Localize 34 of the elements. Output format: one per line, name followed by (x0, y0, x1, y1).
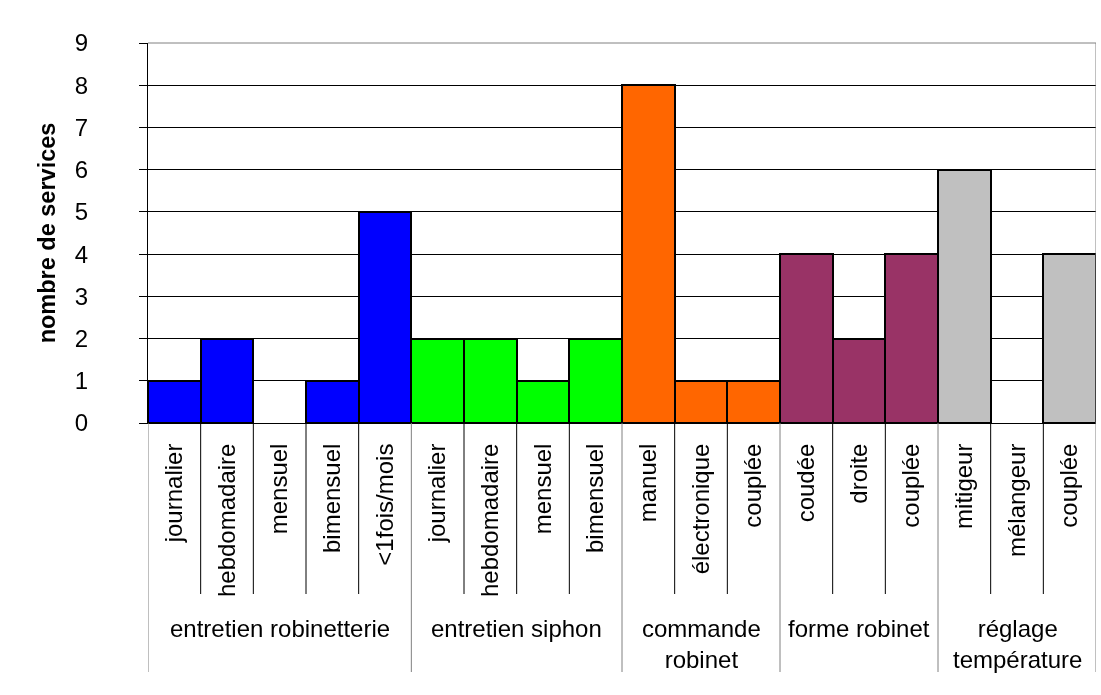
text: forme robinet (788, 615, 930, 642)
x-tick-label: hebdomadaire (212, 443, 240, 598)
x-tick-label: mensuel (528, 443, 556, 535)
x-tick-label: journalier (423, 443, 451, 544)
y-tick-label: 2 (74, 324, 89, 352)
x-tick-label: couplée (897, 443, 925, 528)
y-tick-label: 9 (74, 29, 89, 57)
x-tick-label: <1fois/mois (370, 443, 398, 566)
y-tick-label: 1 (74, 367, 89, 395)
y-tick-label: 7 (74, 113, 89, 141)
y-tick-label: 8 (74, 71, 89, 99)
x-tick-label: bimensuel (318, 443, 346, 554)
x-tick-label: électronique (686, 443, 714, 575)
y-tick-label: 3 (74, 282, 89, 310)
x-tick-label: journalier (160, 443, 188, 544)
y-tick-label: 5 (74, 198, 89, 226)
text: entretien siphon (431, 615, 602, 642)
y-tick-label: 6 (74, 156, 89, 184)
text: entretien robinetterie (170, 615, 391, 642)
x-tick-label: couplée (1055, 443, 1083, 528)
x-tick-label: bimensuel (581, 443, 609, 554)
y-tick-label: 4 (74, 240, 89, 268)
x-tick-label: mensuel (265, 443, 293, 535)
x-tick-label: droite (844, 443, 872, 504)
text: commande robinet (642, 615, 761, 674)
x-tick-label: hebdomadaire (476, 443, 504, 598)
x-tick-label: mélangeur (1002, 443, 1030, 558)
x-tick-label: mitigeur (950, 443, 978, 529)
text: réglage température (953, 615, 1083, 674)
y-tick-label: 0 (74, 409, 89, 437)
x-tick-label: couplée (739, 443, 767, 528)
y-axis-title: nombre de services (34, 122, 61, 344)
x-tick-label: manuel (634, 443, 662, 523)
x-tick-label: coudée (792, 443, 820, 523)
